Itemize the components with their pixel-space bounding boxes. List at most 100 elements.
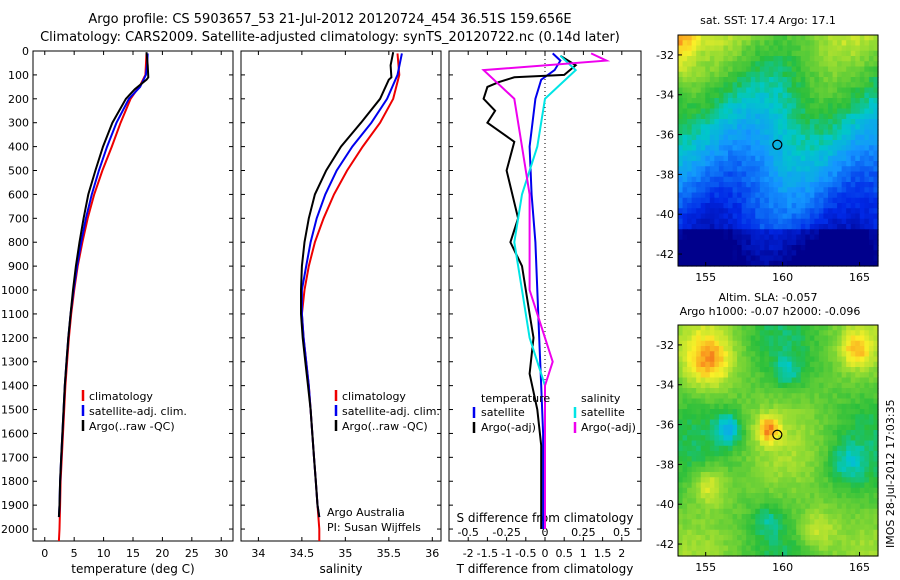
sst-map-cell — [755, 92, 761, 99]
sst-map-cell — [814, 255, 820, 262]
sla-map-cell — [828, 325, 834, 331]
sst-map-cell — [778, 103, 784, 110]
sst-map-cell — [741, 224, 747, 230]
sla-map-cell — [791, 367, 797, 373]
sst-map-cell — [691, 103, 697, 110]
sst-map-cell — [691, 71, 697, 78]
sla-map-cell — [691, 540, 697, 547]
sst-map-cell — [800, 224, 806, 230]
sla-map-cell — [696, 356, 702, 363]
sla-map-cell — [723, 419, 729, 426]
sst-map-cell — [746, 87, 752, 94]
sst-map-cell — [755, 129, 761, 136]
sst-map-cell — [818, 155, 825, 162]
sst-map-cell — [846, 66, 852, 73]
sla-map-cell — [855, 361, 861, 368]
temperature-x-tick-label: 30 — [214, 547, 228, 560]
sla-map-cell — [682, 340, 688, 347]
sst-map-cell — [691, 208, 697, 215]
sla-map-cell — [850, 514, 856, 520]
sla-map-cell — [868, 550, 875, 557]
sst-map-cell — [732, 155, 738, 162]
sst-map-cell — [759, 255, 765, 262]
sla-map-cell — [846, 356, 852, 363]
sla-map-cell — [732, 440, 738, 447]
sla-map-cell — [714, 545, 720, 552]
sst-map-cell — [855, 224, 861, 230]
sla-map-cell — [746, 498, 752, 505]
sla-map-cell — [828, 335, 834, 342]
sst-map-cell — [746, 245, 752, 251]
sla-map-cell — [828, 498, 834, 505]
sla-map-cell — [814, 524, 820, 531]
sst-map-cell — [678, 77, 684, 83]
sst-map-cell — [746, 66, 752, 73]
sla-map-cell — [750, 419, 756, 426]
sla-map-cell — [805, 382, 811, 389]
sst-map-cell — [841, 113, 847, 120]
sst-map-cell — [832, 129, 838, 136]
sst-map-cell — [778, 260, 784, 267]
sst-map-cell — [678, 98, 684, 104]
sst-map-cell — [678, 250, 684, 257]
sst-map-cell — [818, 224, 825, 230]
sla-map-cell — [868, 351, 875, 358]
sst-map-cell — [868, 171, 875, 178]
sla-map-cell — [768, 466, 775, 473]
sst-map-cell — [750, 140, 756, 146]
sst-map-cell — [705, 197, 711, 204]
sla-map-cell — [841, 445, 847, 452]
sst-map-cell — [791, 176, 797, 183]
sst-map-cell — [805, 197, 811, 204]
sst-map-cell — [732, 150, 738, 157]
sla-map-cell — [832, 477, 838, 484]
sla-map-cell — [846, 372, 852, 379]
sst-map-cell — [828, 56, 834, 62]
sla-map-cell — [714, 430, 720, 436]
sst-map-cell — [750, 119, 756, 125]
sst-map-cell — [818, 82, 825, 89]
sst-map-cell — [841, 108, 847, 115]
sla-map-cell — [782, 514, 788, 520]
sla-map-cell — [778, 514, 784, 520]
sla-map-cell — [755, 430, 761, 436]
sla-map-cell — [841, 540, 847, 547]
sla-map-cell — [700, 419, 706, 426]
sst-map-cell — [718, 56, 725, 62]
sst-map-cell — [855, 197, 861, 204]
sst-map-cell — [718, 182, 725, 188]
sst-map-cell — [750, 239, 756, 246]
sla-map-cell — [800, 466, 806, 473]
sla-map-cell — [705, 524, 711, 531]
sst-map-cell — [714, 166, 720, 173]
sst-map-cell — [814, 77, 820, 83]
sst-map-cell — [700, 56, 706, 62]
sla-map-cell — [687, 393, 693, 400]
sla-map-cell — [828, 493, 834, 499]
sst-map-cell — [787, 92, 793, 99]
sla-map-cell — [696, 498, 702, 505]
sla-map-cell — [741, 461, 747, 468]
sla-map-cell — [796, 414, 802, 421]
sst-map-cell — [814, 197, 820, 204]
difference-x-tick-label: -1 — [501, 547, 512, 560]
sst-map-cell — [764, 40, 770, 47]
sst-map-cell — [705, 224, 711, 230]
sla-map-cell — [682, 466, 688, 473]
sla-map-cell — [718, 550, 725, 557]
sla-map-cell — [787, 372, 793, 379]
sla-map-cell — [782, 550, 788, 557]
sla-map-cell — [859, 472, 865, 478]
sla-map-cell — [682, 414, 688, 421]
sst-map-cell — [837, 124, 843, 131]
sst-map-cell — [868, 113, 875, 120]
sst-map-cell — [846, 113, 852, 120]
sst-map-cell — [796, 171, 802, 178]
sla-map-cell — [750, 466, 756, 473]
sla-map-cell — [855, 377, 861, 384]
sst-map-cell — [718, 129, 725, 136]
sla-map-cell — [846, 524, 852, 531]
sla-map-cell — [818, 472, 825, 478]
sst-map-cell — [759, 98, 765, 104]
sla-map-cell — [714, 503, 720, 510]
